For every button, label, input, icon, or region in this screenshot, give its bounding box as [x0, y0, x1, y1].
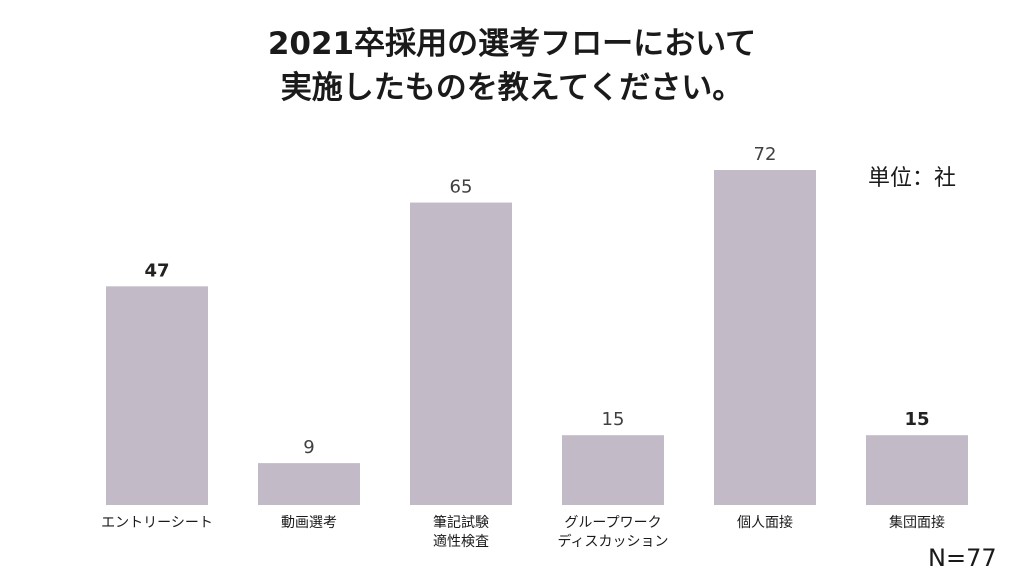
category-label-2: 筆記試験 [433, 514, 489, 531]
data-label-0: 47 [144, 260, 169, 281]
bar-2 [410, 202, 512, 505]
sample-size-label: N=77 [928, 544, 997, 572]
data-label-2: 65 [450, 177, 473, 198]
data-label-5: 15 [904, 409, 929, 430]
data-label-4: 72 [754, 144, 777, 165]
bar-5 [866, 435, 968, 505]
data-label-3: 15 [602, 409, 625, 430]
category-label-0: エントリーシート [101, 515, 213, 531]
category-label-4: 個人面接 [737, 514, 793, 531]
chart-title-line-1: 2021卒採用の選考フローにおいて [267, 26, 757, 62]
category-label-3: グループワーク [564, 515, 661, 531]
category-label-3-line-2: ディスカッション [557, 533, 668, 550]
chart-title: 2021卒採用の選考フローにおいて 実施したものを教えてください。 [0, 22, 1024, 110]
bar-1 [258, 463, 360, 505]
category-label-2-line-2: 適性検査 [433, 533, 489, 550]
bar-3 [562, 435, 664, 505]
bar-4 [714, 170, 816, 505]
unit-label: 単位：社 [868, 166, 957, 191]
data-label-1: 9 [303, 437, 314, 458]
chart-title-line-2: 実施したものを教えてください。 [280, 70, 744, 106]
category-label-5: 集団面接 [889, 514, 945, 531]
bar-0 [106, 286, 208, 505]
category-label-1: 動画選考 [281, 515, 337, 531]
